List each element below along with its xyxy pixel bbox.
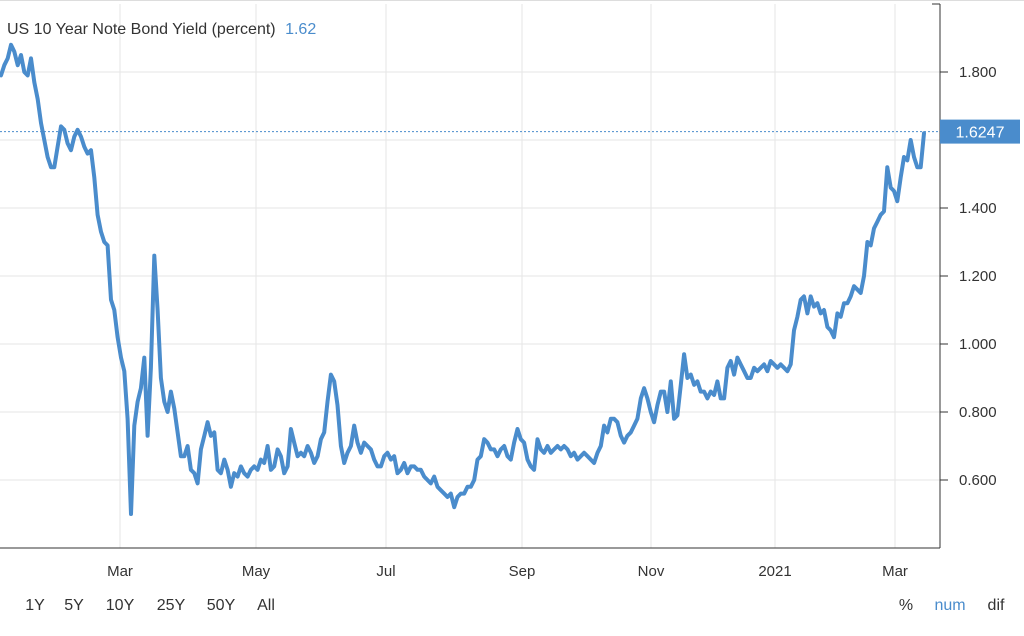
series-layer <box>0 42 926 516</box>
range-button-5y[interactable]: 5Y <box>64 597 84 614</box>
top-border <box>0 0 1024 1</box>
x-tick-label: Jul <box>376 563 395 580</box>
range-button-25y[interactable]: 25Y <box>157 597 186 614</box>
x-tick-label: May <box>242 563 271 580</box>
range-button-1y[interactable]: 1Y <box>25 597 45 614</box>
range-button-all[interactable]: All <box>257 597 275 614</box>
y-tick-label: 0.600 <box>959 472 997 489</box>
mode-selector: % num dif <box>899 597 1005 614</box>
grid <box>0 4 940 548</box>
y-tick-label: 1.000 <box>959 336 997 353</box>
y-tick-label: 1.200 <box>959 268 997 285</box>
chart-title-label: US 10 Year Note Bond Yield (percent) <box>7 21 276 38</box>
mode-button-percent[interactable]: % <box>899 597 913 614</box>
series-line <box>0 42 926 516</box>
range-button-50y[interactable]: 50Y <box>207 597 236 614</box>
x-tick-label: 2021 <box>758 563 791 580</box>
range-button-10y[interactable]: 10Y <box>106 597 135 614</box>
y-tick-label: 1.400 <box>959 200 997 217</box>
y-tick-label: 0.800 <box>959 404 997 421</box>
overlay-layer: 1.6247 <box>0 119 1020 144</box>
chart-title: US 10 Year Note Bond Yield (percent) 1.6… <box>7 21 316 38</box>
chart-title-last-value: 1.62 <box>285 21 316 38</box>
mode-button-num[interactable]: num <box>934 597 965 614</box>
mode-button-dif[interactable]: dif <box>988 597 1005 614</box>
price-flag <box>940 119 1020 144</box>
y-tick-label: 1.800 <box>959 64 997 81</box>
range-selector: 1Y 5Y 10Y 25Y 50Y All <box>25 597 275 614</box>
axis-ticks: 0.600 0.800 1.000 1.200 1.400 1.800 Mar May Jul S… <box>107 64 996 580</box>
x-tick-label: Sep <box>509 563 536 580</box>
x-tick-label: Mar <box>882 563 908 580</box>
x-tick-label: Mar <box>107 563 133 580</box>
price-flag-label: 1.6247 <box>956 125 1005 142</box>
x-tick-label: Nov <box>638 563 665 580</box>
